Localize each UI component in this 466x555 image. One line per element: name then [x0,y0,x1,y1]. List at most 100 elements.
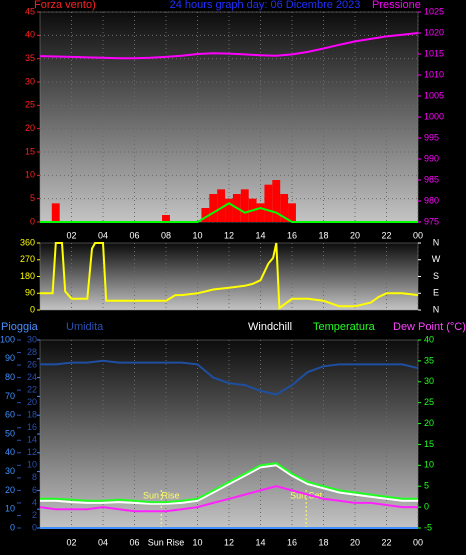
y2-tick-label: 995 [424,132,439,142]
y2-tick-label: 1020 [424,27,444,37]
y-tick-label: 20 [5,485,15,495]
x-tick-label: 06 [129,230,139,240]
wind-gust-bar [162,215,170,222]
x-tick-label: 12 [224,230,234,240]
y-tick-label: 5 [30,193,35,203]
wind-gust-bar [217,189,226,222]
y3-tick-label: 18 [27,410,37,420]
y-tick-label: 20 [25,123,35,133]
y-tick-label: 35 [25,53,35,63]
y-tick-label: 40 [25,30,35,40]
series-line [40,359,419,396]
series-line [40,202,418,223]
sun-label: Sun Rise [143,490,180,500]
legend-rain: Pioggia [1,321,39,333]
y2-tick-label: 975 [424,216,439,226]
y-tick-label: 90 [25,288,35,298]
series-line [39,32,419,60]
y3-tick-label: 0 [32,522,37,532]
x-tick-label: 04 [98,537,108,547]
legend-dew-point: Dew Point (°C) [393,321,466,333]
y-tick-label: 30 [5,466,15,476]
wind-gust-bar [272,180,281,222]
y3-tick-label: 14 [27,435,37,445]
y3-tick-label: 24 [27,372,37,382]
x-tick-label: 22 [381,230,391,240]
y3-tick-label: 20 [27,397,37,407]
wind-gust-bar [240,189,249,222]
wind-axis-title: Forza vento) [34,0,96,11]
y-tick-label: 270 [20,254,35,264]
y2-tick-label: 5 [424,481,429,491]
chart-title: 24 hours graph day: 06 Dicembre 2023 [170,0,361,11]
y-tick-label: 180 [20,271,35,281]
x-tick-label: 10 [192,537,202,547]
y2-tick-label: 30 [424,376,434,386]
wind-gust-bar [264,184,273,222]
y3-tick-label: 12 [27,447,37,457]
y3-tick-label: 4 [32,497,37,507]
y2-tick-label: 1005 [424,90,444,100]
y2-tick-label: E [433,288,439,298]
y-tick-label: 45 [25,6,35,16]
y2-tick-label: 25 [424,397,434,407]
y-tick-label: 70 [5,391,15,401]
y-tick-label: 15 [25,146,35,156]
y-tick-label: 360 [20,237,35,247]
wind-gust-bar [209,194,218,222]
y2-tick-label: 990 [424,153,439,163]
y-tick-label: 0 [30,304,35,314]
x-tick-label: 08 [161,230,171,240]
pressure-axis-title: Pressione [372,0,421,11]
y-tick-label: 30 [25,76,35,86]
y2-tick-label: -5 [424,522,432,532]
y-tick-label: 80 [5,372,15,382]
y-tick-label: 10 [5,504,15,514]
wind-gust-bar [288,203,296,222]
y2-tick-label: 1000 [424,111,444,121]
y2-tick-label: S [433,271,439,281]
y-tick-label: 60 [5,410,15,420]
series-line [40,462,418,504]
y-tick-label: 90 [5,353,15,363]
y-tick-label: 100 [0,334,15,344]
y-tick-label: 10 [25,170,35,180]
y-tick-label: 0 [10,522,15,532]
y2-tick-label: 40 [424,334,434,344]
x-tick-label: 00 [413,230,423,240]
y-tick-label: 25 [25,100,35,110]
wind-gust-bar [201,208,210,222]
x-tick-label: 04 [98,230,108,240]
x-tick-label: 14 [255,537,265,547]
y3-tick-label: 8 [32,472,37,482]
y2-tick-label: 0 [424,501,429,511]
x-tick-label: 18 [318,537,328,547]
legend-humidity: Umidita [66,321,104,333]
y3-tick-label: 6 [32,485,37,495]
x-tick-label: 06 [129,537,139,547]
y2-tick-label: 1010 [424,69,444,79]
legend-windchill: Windchill [248,321,292,333]
y3-tick-label: 26 [27,359,37,369]
y3-tick-label: 28 [27,347,37,357]
x-tick-label: 20 [350,537,360,547]
y-tick-label: 40 [5,447,15,457]
x-tick-label: 22 [381,537,391,547]
x-tick-label: 00 [413,537,423,547]
y2-tick-label: 10 [424,460,434,470]
y2-tick-label: 35 [424,355,434,365]
x-tick-label: 16 [287,537,297,547]
y3-tick-label: 30 [27,334,37,344]
series-line [39,485,418,513]
y2-tick-label: 985 [424,174,439,184]
x-tick-label: 02 [66,537,76,547]
series-line [40,464,418,505]
y2-tick-label: 20 [424,418,434,428]
y2-tick-label: 1025 [424,6,444,16]
wind-gust-bar [256,203,265,222]
y-tick-label: 50 [5,428,15,438]
y3-tick-label: 10 [27,460,37,470]
y2-tick-label: 1015 [424,48,444,58]
y3-tick-label: 22 [27,385,37,395]
